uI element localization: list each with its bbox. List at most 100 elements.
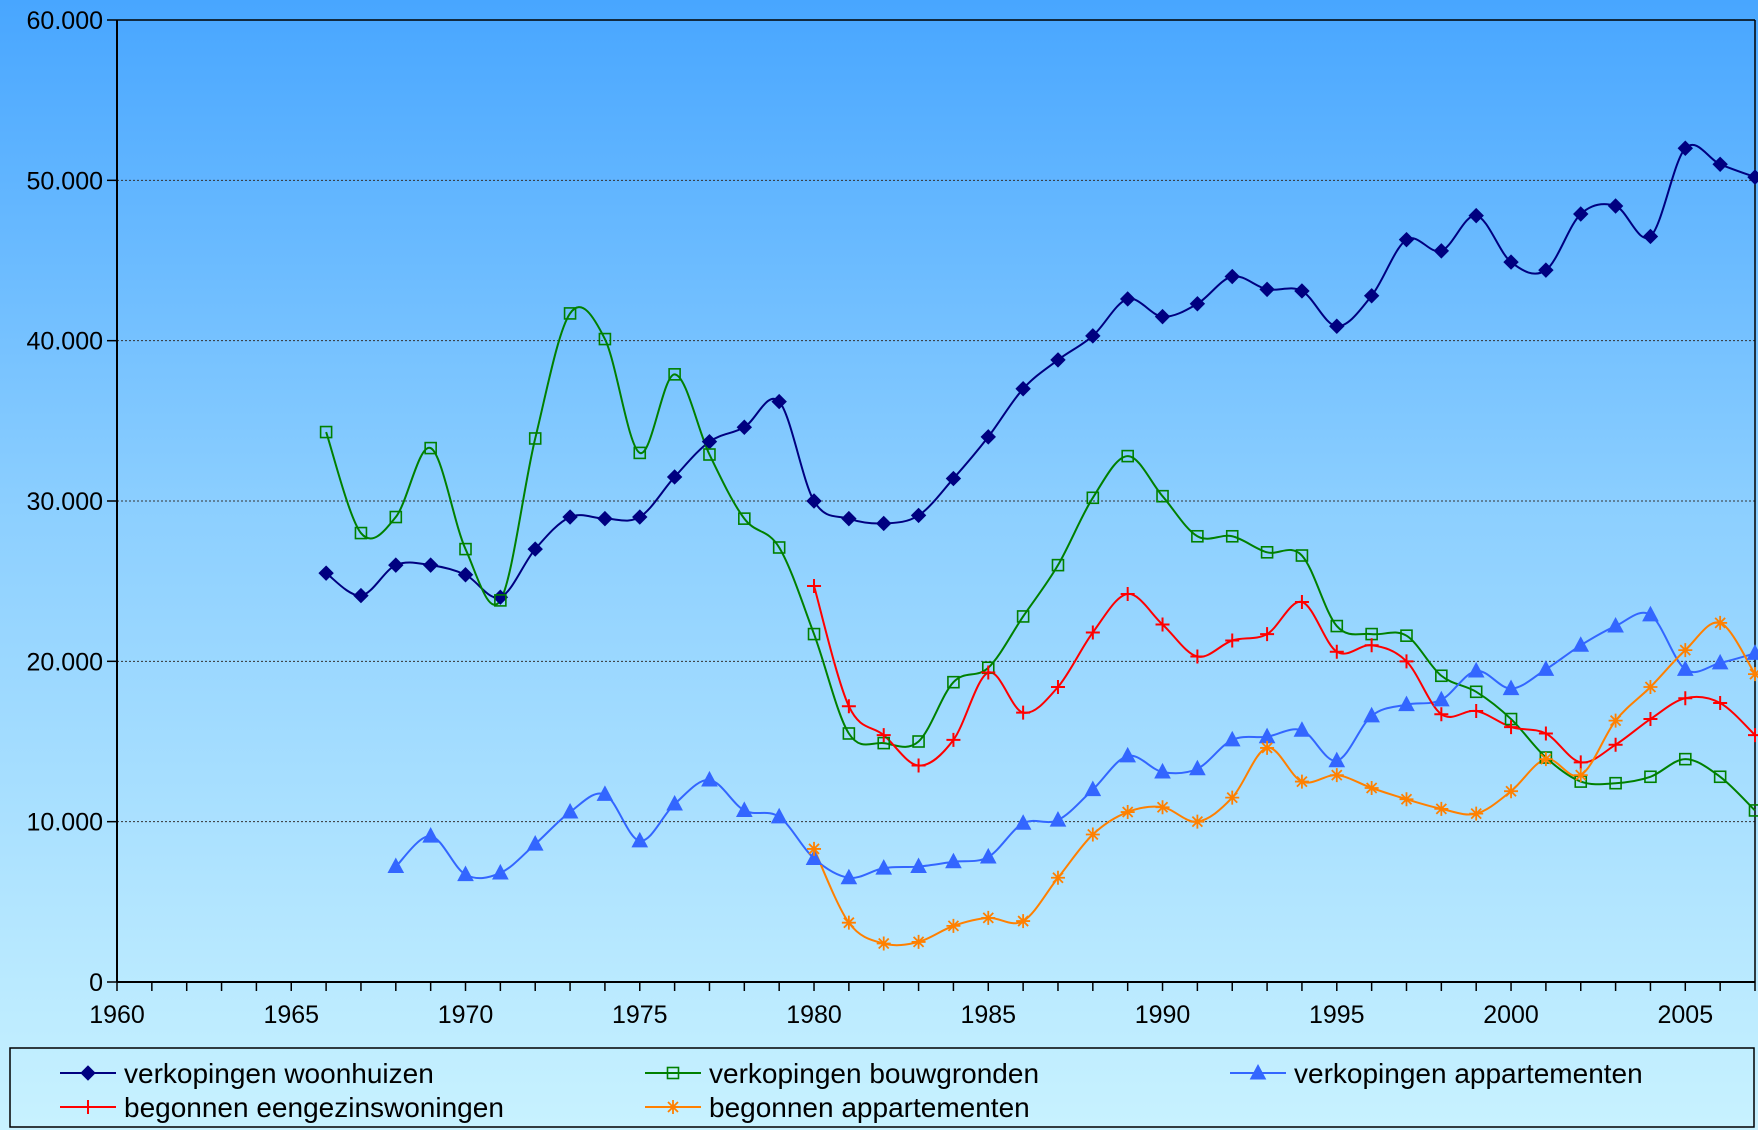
data-point-series-0	[945, 470, 962, 487]
data-point-series-3	[1643, 712, 1658, 727]
x-tick-label: 1960	[89, 1001, 145, 1029]
data-point-series-2	[979, 847, 997, 864]
data-point-series-1	[738, 512, 751, 525]
data-point-series-4	[911, 934, 926, 949]
data-point-series-2	[1398, 695, 1415, 712]
data-point-series-1	[807, 627, 821, 641]
data-point-series-1	[668, 368, 681, 381]
data-point-series-2	[1433, 690, 1450, 707]
data-point-series-0	[1119, 291, 1136, 307]
legend-label: verkopingen woonhuizen	[124, 1058, 434, 1089]
data-point-series-2	[631, 831, 649, 848]
data-point-series-2	[1467, 661, 1485, 678]
data-point-series-0	[562, 509, 578, 525]
data-point-series-3	[1085, 625, 1100, 640]
data-point-series-1	[598, 332, 612, 346]
data-point-series-4	[1085, 827, 1100, 842]
series-lines	[325, 144, 1756, 947]
y-tick-label: 40.000	[27, 328, 103, 356]
data-point-series-0	[876, 515, 892, 532]
data-point-series-4	[1225, 790, 1240, 805]
legend-label: begonnen appartementen	[709, 1092, 1030, 1123]
data-point-series-2	[1537, 660, 1555, 676]
x-tick-label: 2000	[1483, 1001, 1539, 1029]
data-point-series-3	[1573, 755, 1588, 770]
data-point-series-1	[424, 441, 437, 455]
legend-marker	[666, 1066, 680, 1080]
data-point-series-4	[1016, 914, 1031, 929]
data-point-series-1	[1051, 558, 1065, 572]
y-tick-label: 20.000	[27, 648, 103, 676]
data-point-series-4	[1573, 768, 1588, 783]
legend-marker	[1249, 1063, 1267, 1080]
x-tick-label: 1985	[960, 1001, 1016, 1029]
data-point-series-4	[1329, 768, 1344, 783]
series-markers	[318, 140, 1758, 951]
data-point-series-0	[1433, 243, 1450, 259]
data-point-series-0	[771, 393, 787, 410]
legend-marker	[80, 1065, 96, 1081]
data-point-series-1	[319, 425, 333, 439]
data-point-series-0	[388, 557, 404, 573]
data-point-series-1	[1400, 629, 1413, 642]
data-point-series-0	[910, 507, 927, 524]
legend: verkopingen woonhuizen verkopingen bouwgr…	[9, 1047, 1755, 1128]
data-point-series-3	[1294, 595, 1309, 610]
data-point-series-0	[1363, 288, 1380, 304]
data-point-series-2	[561, 802, 579, 819]
data-point-series-0	[736, 419, 753, 435]
data-point-series-4	[876, 936, 891, 951]
data-point-series-2	[666, 794, 683, 811]
data-point-series-2	[1607, 617, 1624, 633]
data-point-series-0	[1607, 198, 1624, 214]
data-point-series-1	[1748, 804, 1758, 817]
data-point-series-3	[1538, 726, 1553, 741]
data-point-series-1	[1191, 529, 1204, 543]
x-tick-label: 1980	[786, 1001, 842, 1029]
data-point-series-2	[910, 857, 927, 874]
data-point-series-2	[1223, 730, 1241, 747]
data-point-series-1	[354, 526, 368, 540]
data-point-series-0	[527, 541, 543, 557]
series-line-3	[813, 585, 1756, 767]
data-point-series-0	[597, 510, 613, 527]
x-tick-label: 2005	[1657, 1001, 1713, 1029]
legend-label: begonnen eengezinswoningen	[124, 1092, 504, 1123]
data-point-series-4	[1294, 774, 1309, 789]
data-point-series-3	[1469, 704, 1484, 719]
data-point-series-2	[1676, 660, 1694, 676]
data-point-series-2	[1642, 605, 1659, 622]
data-point-series-3	[1225, 633, 1240, 648]
x-tick-label: 1990	[1135, 1001, 1191, 1029]
data-point-series-1	[772, 541, 786, 554]
data-point-series-1	[1469, 685, 1483, 699]
data-point-series-0	[1224, 268, 1240, 285]
data-point-series-1	[494, 594, 507, 607]
data-point-series-1	[1295, 549, 1309, 562]
data-point-series-2	[1189, 759, 1206, 776]
data-point-series-0	[1189, 296, 1206, 312]
data-point-series-3	[1504, 720, 1519, 735]
data-point-series-0	[1747, 169, 1758, 185]
data-point-series-4	[946, 918, 961, 933]
data-point-series-2	[1746, 644, 1758, 660]
data-point-series-2	[422, 827, 439, 843]
data-point-series-2	[596, 785, 614, 801]
data-point-series-0	[1015, 381, 1031, 397]
data-point-series-1	[1016, 610, 1030, 623]
data-point-series-2	[492, 863, 509, 880]
x-tick-label: 1965	[263, 1001, 319, 1029]
data-point-series-3	[1190, 649, 1205, 664]
axes: 0 10.000 20.000 30.000 40.000 50.000 60.000 196…	[27, 7, 1756, 1029]
data-point-series-2	[840, 868, 858, 885]
data-point-series-1	[1260, 546, 1274, 559]
data-point-series-0	[806, 493, 822, 509]
legend-label: verkopingen appartementen	[1294, 1058, 1643, 1089]
data-point-series-3	[1434, 707, 1449, 722]
data-point-series-0	[1468, 207, 1484, 224]
data-point-series-2	[1014, 814, 1032, 830]
data-point-series-4	[981, 910, 996, 925]
data-point-series-2	[1119, 746, 1137, 763]
series-line-1	[325, 306, 1756, 812]
